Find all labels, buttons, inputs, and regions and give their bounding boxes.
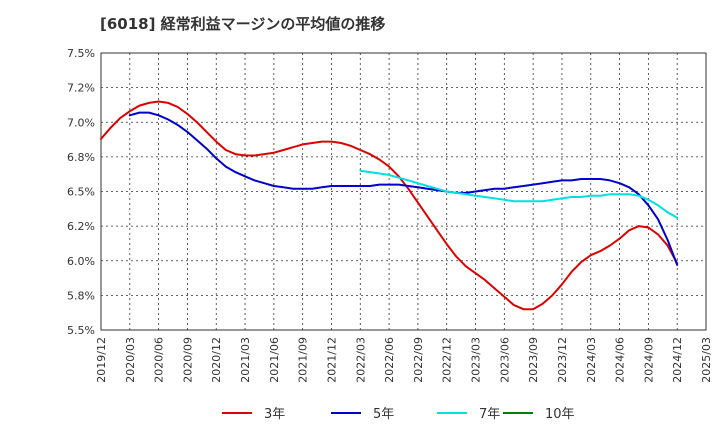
series-lines — [100, 100, 679, 311]
series-line-0 — [100, 100, 679, 311]
y-axis-ticks: 5.5% 5.8% 6.0% 6.2% 6.5% 6.8% 7.0% 7.2% 7.5% — [67, 47, 95, 337]
y-tick-label: 6.8% — [67, 151, 95, 164]
x-tick-label: 2022/03 — [354, 337, 367, 383]
y-tick-label: 7.5% — [67, 47, 95, 60]
y-tick-label: 5.5% — [67, 324, 95, 337]
x-tick-label: 2021/03 — [239, 337, 252, 383]
x-tick-label: 2022/09 — [412, 337, 425, 383]
x-tick-label: 2022/12 — [441, 337, 454, 383]
x-tick-label: 2020/06 — [153, 337, 166, 383]
x-tick-label: 2024/03 — [585, 337, 598, 383]
legend-label-0: 3年 — [264, 407, 285, 422]
x-tick-label: 2021/06 — [268, 337, 281, 383]
y-tick-label: 7.2% — [67, 82, 95, 95]
x-tick-label: 2023/03 — [470, 337, 483, 383]
legend-label-1: 5年 — [373, 407, 394, 422]
x-tick-label: 2023/12 — [556, 337, 569, 383]
x-axis-ticks: 2019/12 2020/03 2020/06 2020/09 2020/12 2021/… — [95, 337, 713, 383]
x-tick-label: 2023/09 — [527, 337, 540, 383]
chart-title: [6018] 経常利益マージンの平均値の推移 — [100, 15, 386, 33]
x-tick-label: 2020/12 — [210, 337, 223, 383]
y-tick-label: 6.0% — [67, 255, 95, 268]
legend: 3年 5年 7年 10年 — [222, 407, 575, 422]
x-tick-label: 2024/09 — [642, 337, 655, 383]
x-tick-label: 2020/03 — [124, 337, 137, 383]
x-tick-label: 2020/09 — [181, 337, 194, 383]
x-tick-label: 2023/06 — [498, 337, 511, 383]
series-line-2 — [359, 169, 679, 219]
y-tick-label: 7.0% — [67, 116, 95, 129]
y-tick-label: 6.5% — [67, 186, 95, 199]
plot-border — [100, 52, 707, 331]
x-tick-label: 2024/12 — [671, 337, 684, 383]
x-tick-label: 2022/06 — [383, 337, 396, 383]
x-tick-label: 2021/09 — [297, 337, 310, 383]
series-line-1 — [128, 111, 679, 266]
x-tick-label: 2024/06 — [614, 337, 627, 383]
y-tick-label: 6.2% — [67, 220, 95, 233]
x-tick-label: 2025/03 — [700, 337, 713, 383]
x-tick-label: 2021/12 — [325, 337, 338, 383]
y-tick-label: 5.8% — [67, 289, 95, 302]
x-tick-label: 2019/12 — [95, 337, 108, 383]
legend-label-3: 10年 — [545, 407, 575, 422]
legend-label-2: 7年 — [479, 407, 500, 422]
